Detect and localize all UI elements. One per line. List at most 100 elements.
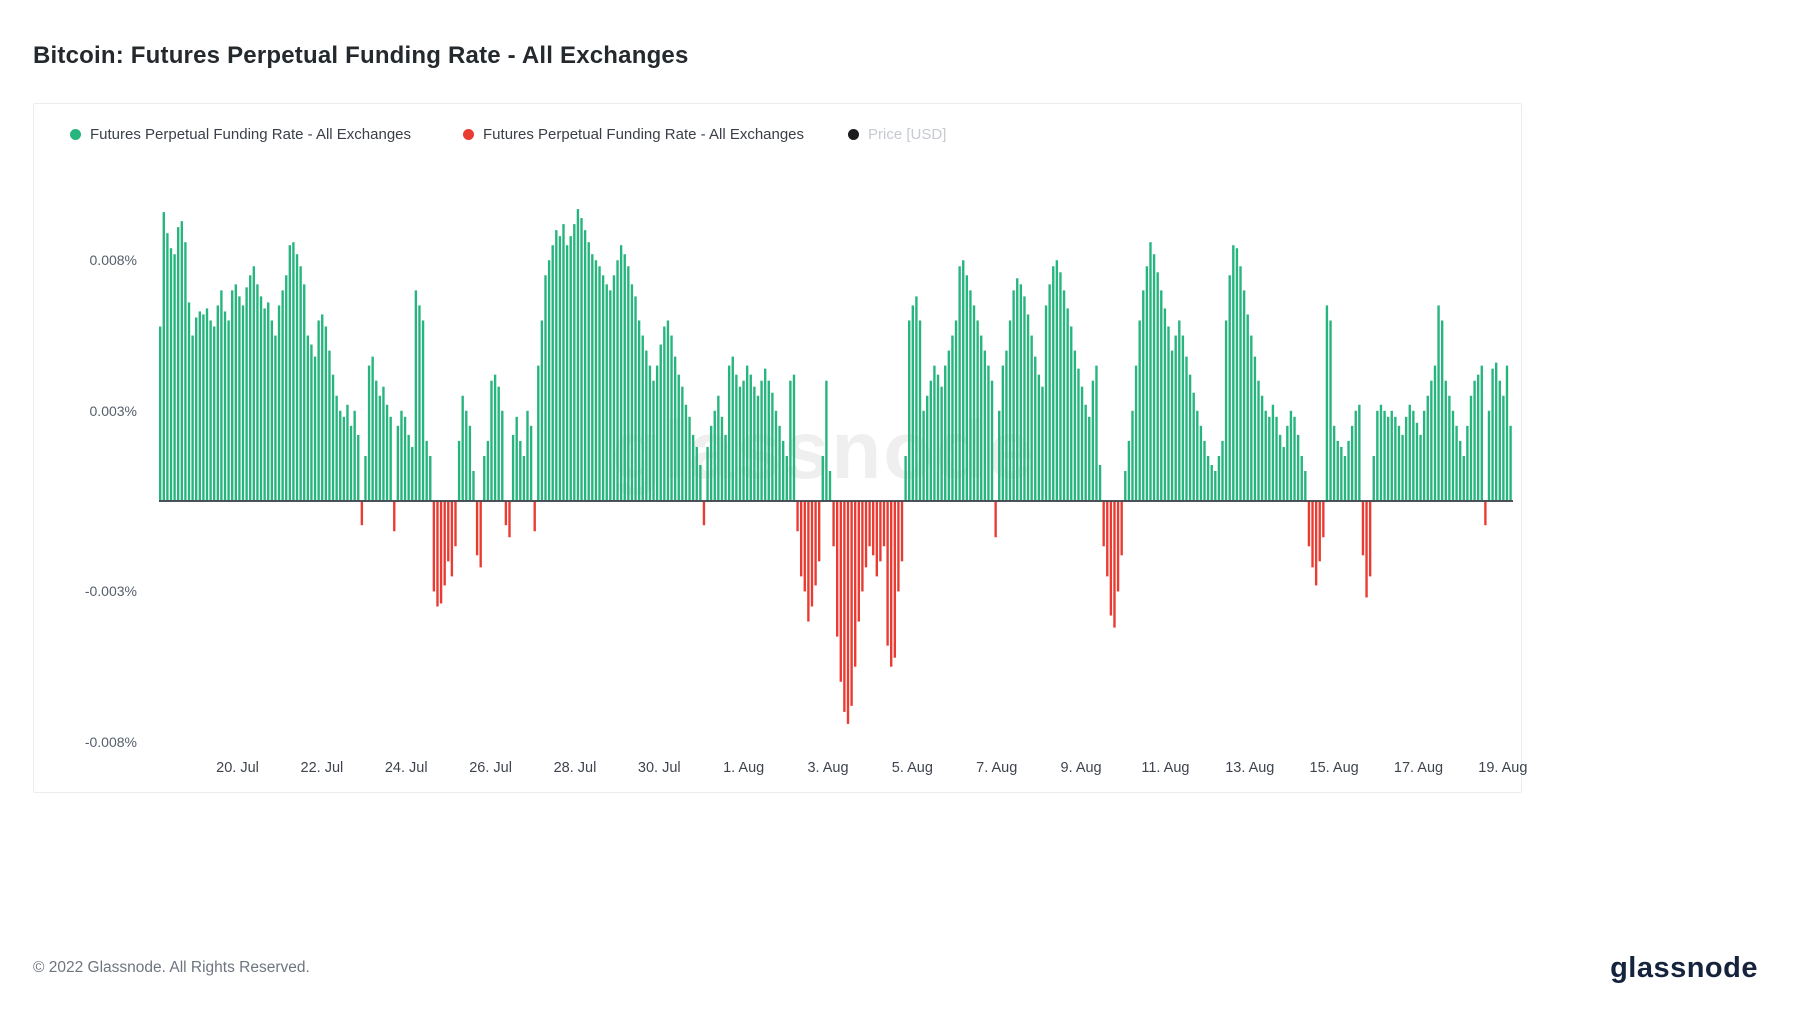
x-axis-label: 7. Aug: [976, 760, 1018, 776]
x-axis-label: 5. Aug: [891, 760, 933, 776]
x-axis-label: 20. Jul: [216, 760, 259, 776]
funding-rate-bar: [162, 212, 165, 502]
glassnode-logo: glassnode: [1610, 951, 1758, 984]
funding-rate-bar: [195, 317, 198, 502]
funding-rate-bar: [396, 425, 400, 502]
funding-rate-bar: [1113, 501, 1116, 628]
funding-rate-bar: [594, 260, 598, 502]
funding-rate-bar: [519, 440, 522, 502]
funding-rate-bar: [576, 209, 580, 502]
funding-rate-bar: [864, 501, 868, 568]
funding-rate-bar: [1098, 464, 1102, 502]
funding-rate-bar: [483, 455, 486, 502]
funding-rate-bar: [526, 410, 529, 502]
funding-rate-bar: [681, 386, 684, 502]
funding-rate-bar: [360, 501, 364, 526]
funding-rate-bar: [1131, 410, 1134, 502]
funding-rate-bar: [962, 260, 965, 502]
funding-rate-bar: [205, 308, 209, 502]
funding-rate-bar: [648, 365, 652, 502]
funding-rate-bar: [389, 416, 392, 502]
funding-rate-bar: [1340, 446, 1343, 502]
funding-rate-bar: [634, 296, 637, 502]
funding-rate-bar: [403, 416, 407, 502]
funding-rate-bar: [479, 501, 482, 568]
funding-rate-bar: [627, 266, 630, 502]
funding-rate-bar: [292, 242, 295, 502]
funding-rate-bar: [1318, 501, 1321, 562]
funding-rate-bar: [1383, 410, 1386, 502]
funding-rate-bar: [1080, 386, 1084, 502]
funding-rate-bar: [781, 440, 785, 502]
funding-rate-bar: [1185, 356, 1188, 502]
funding-rate-bar: [663, 326, 666, 502]
funding-rate-bar: [1300, 455, 1303, 502]
funding-rate-bar: [897, 501, 900, 592]
funding-rate-bar: [717, 395, 720, 502]
funding-rate-bar: [1206, 455, 1210, 502]
funding-rate-bar: [432, 501, 436, 592]
funding-rate-bar: [1095, 365, 1098, 502]
funding-rate-bar: [1264, 410, 1267, 502]
funding-rate-bar: [1214, 471, 1217, 502]
funding-rate-bar: [1430, 380, 1433, 502]
funding-rate-bar: [1178, 320, 1181, 502]
funding-rate-bar: [436, 501, 439, 607]
funding-rate-bar: [1242, 290, 1246, 502]
funding-rate-bar: [1181, 335, 1185, 502]
funding-rate-bar: [1358, 404, 1361, 502]
funding-rate-bar: [706, 446, 709, 502]
funding-rate-bar: [555, 230, 558, 502]
funding-rate-bar: [778, 425, 781, 502]
funding-rate-bar: [958, 266, 961, 502]
zero-baseline: [159, 500, 1513, 503]
x-axis-label: 24. Jul: [384, 760, 428, 776]
x-axis-label: 19. Aug: [1478, 760, 1528, 776]
x-axis-label: 30. Jul: [637, 760, 681, 776]
funding-rate-bar: [1188, 374, 1192, 502]
funding-rate-bar: [1268, 416, 1271, 502]
funding-rate-bar: [173, 254, 176, 502]
funding-rate-bar: [1462, 455, 1465, 502]
funding-rate-bar: [1142, 290, 1145, 502]
funding-rate-bar: [731, 356, 734, 502]
funding-rate-bar: [1062, 290, 1066, 502]
funding-rate-bar: [799, 501, 803, 577]
funding-rate-bar: [1433, 365, 1437, 502]
funding-rate-bar: [353, 410, 356, 502]
funding-rate-bar: [1127, 440, 1131, 502]
funding-rate-bar: [234, 284, 238, 502]
plot-area: glassnode: [159, 188, 1513, 748]
funding-rate-bar: [1469, 395, 1473, 502]
legend-item-funding-rate-positive[interactable]: Futures Perpetual Funding Rate - All Exc…: [70, 126, 411, 143]
funding-rate-bar: [1437, 305, 1440, 502]
funding-rate-bar: [1257, 380, 1260, 502]
funding-rate-bar: [1397, 425, 1401, 502]
funding-rate-bar: [328, 350, 331, 502]
funding-rate-bar: [1476, 374, 1480, 502]
legend-item-funding-rate-negative[interactable]: Futures Perpetual Funding Rate - All Exc…: [463, 126, 804, 143]
funding-rate-bar: [1419, 434, 1422, 502]
funding-rate-bar: [180, 221, 183, 502]
funding-rate-bar: [411, 446, 414, 502]
funding-rate-bar: [720, 416, 724, 502]
funding-rate-bars: [159, 209, 1512, 724]
funding-rate-bar: [1296, 434, 1300, 502]
legend-item-price-usd[interactable]: Price [USD]: [848, 126, 946, 143]
funding-rate-bar: [771, 392, 774, 502]
funding-rate-bar: [807, 501, 810, 622]
funding-rate-bar: [1232, 245, 1235, 502]
funding-rate-bar: [738, 386, 742, 502]
funding-rate-bar: [501, 410, 504, 502]
funding-rate-bar: [583, 230, 587, 502]
page-title: Bitcoin: Futures Perpetual Funding Rate …: [33, 42, 689, 69]
funding-rate-bar: [1260, 395, 1264, 502]
funding-rate-bar: [382, 386, 385, 502]
funding-rate-bar: [1426, 395, 1429, 502]
funding-rate-bar: [1106, 501, 1109, 577]
funding-rate-bar: [457, 440, 461, 502]
funding-rate-bar: [342, 416, 346, 502]
funding-rate-bar: [926, 395, 929, 502]
funding-rate-bar: [879, 501, 882, 562]
funding-rate-bar: [1012, 290, 1015, 502]
